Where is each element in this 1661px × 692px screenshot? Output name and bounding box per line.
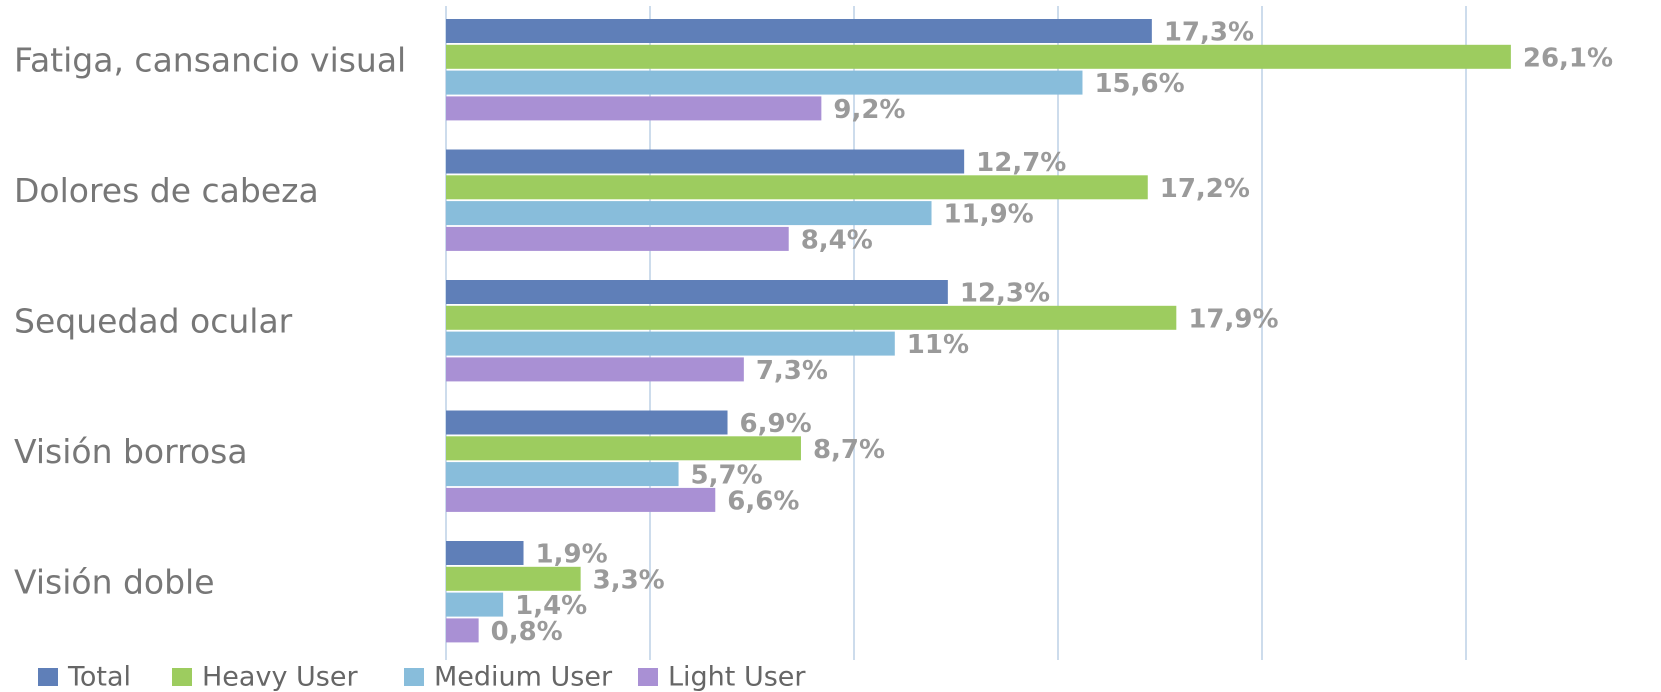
legend-label: Total [67, 662, 131, 692]
bar [446, 226, 789, 251]
value-label: 12,3% [960, 279, 1050, 309]
bar [446, 410, 728, 435]
bar [446, 70, 1083, 95]
bar [446, 96, 822, 121]
bar [446, 357, 744, 382]
bar [446, 541, 524, 565]
legend-swatch [404, 668, 424, 686]
bar [446, 149, 965, 174]
value-label: 1,9% [536, 540, 608, 570]
bar [446, 566, 581, 591]
legend-swatch [638, 668, 658, 686]
value-label: 15,6% [1094, 69, 1184, 99]
value-label: 6,6% [727, 486, 799, 516]
value-label: 26,1% [1523, 43, 1613, 73]
category-label: Fatiga, cansancio visual [14, 41, 406, 80]
bar [446, 487, 716, 512]
value-label: 3,3% [593, 565, 665, 595]
bar [446, 280, 948, 304]
bar [446, 175, 1148, 200]
category-label: Dolores de cabeza [14, 171, 319, 210]
value-label: 9,2% [833, 95, 905, 125]
value-label: 17,3% [1164, 18, 1254, 48]
value-label: 6,9% [740, 409, 812, 439]
bar [446, 19, 1152, 43]
category-label: Visión doble [14, 563, 215, 602]
bar [446, 201, 932, 226]
value-label: 17,2% [1160, 174, 1250, 204]
category-label: Visión borrosa [14, 432, 248, 471]
legend-label: Heavy User [202, 662, 358, 692]
value-label: 12,7% [976, 148, 1066, 178]
value-label: 8,4% [801, 225, 873, 255]
value-label: 8,7% [813, 435, 885, 465]
value-label: 7,3% [756, 356, 828, 386]
bar [446, 331, 895, 356]
value-label: 11,9% [944, 200, 1034, 230]
legend-label: Light User [668, 662, 806, 692]
bar [446, 592, 504, 617]
legend-label: Medium User [434, 662, 613, 692]
value-label: 1,4% [515, 591, 587, 621]
value-label: 0,8% [491, 617, 563, 647]
value-label: 17,9% [1188, 304, 1278, 334]
bar [446, 436, 801, 461]
legend-swatch [172, 668, 192, 686]
value-label: 11% [907, 330, 969, 360]
bar [446, 305, 1177, 330]
value-label: 5,7% [691, 461, 763, 491]
category-label: Sequedad ocular [14, 302, 293, 341]
bar [446, 44, 1511, 69]
legend-swatch [38, 668, 58, 686]
bar [446, 618, 479, 643]
bar [446, 462, 679, 487]
